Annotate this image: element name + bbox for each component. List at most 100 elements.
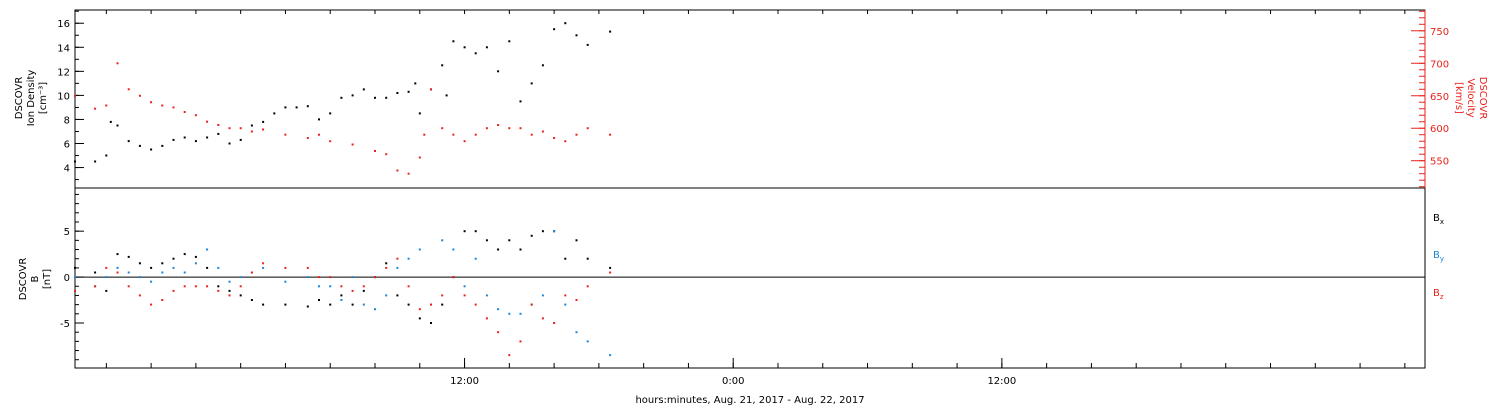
bx-point bbox=[194, 255, 197, 258]
bx-point bbox=[441, 303, 444, 306]
velocity-point bbox=[485, 127, 488, 130]
bx-point bbox=[485, 239, 488, 242]
density-point bbox=[262, 120, 265, 123]
velocity-point bbox=[396, 169, 399, 172]
top-right-tick-label: 700 bbox=[1430, 59, 1449, 70]
density-point bbox=[217, 132, 220, 135]
top-left-tick-label: 12 bbox=[57, 67, 70, 78]
bx-point bbox=[74, 266, 76, 269]
top-right-tick-label: 650 bbox=[1430, 92, 1449, 103]
x-tick-label: 12:00 bbox=[450, 376, 479, 387]
bx-point bbox=[564, 257, 567, 260]
velocity-point bbox=[530, 133, 533, 136]
top-panel-frame bbox=[74, 9, 1426, 189]
density-point bbox=[109, 120, 112, 123]
by-point bbox=[138, 276, 141, 279]
density-point bbox=[284, 106, 287, 109]
dynamic-marks: 12:00 0:00 12:00 4 6 8 10 12 14 16 550 600 650 700 750… bbox=[57, 10, 1449, 387]
density-point bbox=[575, 34, 578, 37]
by-point bbox=[485, 294, 488, 297]
density-point bbox=[374, 96, 376, 99]
density-point bbox=[295, 106, 298, 109]
by-point bbox=[206, 248, 209, 251]
bx-point bbox=[284, 303, 287, 306]
top-right-tick-label: 550 bbox=[1430, 157, 1449, 168]
bx-point bbox=[138, 262, 141, 265]
velocity-point bbox=[172, 106, 175, 109]
legend-subscript: y bbox=[1440, 255, 1444, 263]
by-point bbox=[575, 331, 578, 334]
bz-point bbox=[250, 271, 253, 274]
density-point bbox=[452, 40, 455, 43]
by-point bbox=[541, 294, 544, 297]
velocity-point bbox=[127, 88, 130, 91]
velocity-point bbox=[228, 127, 231, 130]
velocity-point bbox=[206, 120, 209, 123]
bx-point bbox=[351, 303, 354, 306]
top-right-ylabel-line-2: Velocity bbox=[1465, 78, 1476, 117]
bx-point bbox=[150, 266, 153, 269]
velocity-point bbox=[194, 114, 197, 117]
bz-point bbox=[519, 340, 522, 343]
top-left-ylabel-line-1: DSCOVR bbox=[14, 77, 25, 120]
density-point bbox=[530, 82, 533, 85]
top-left-tick-label: 8 bbox=[64, 115, 70, 126]
density-point bbox=[138, 144, 141, 147]
bx-point bbox=[94, 271, 97, 274]
bz-point bbox=[474, 303, 477, 306]
bottom-panel-frame bbox=[74, 187, 1426, 369]
bz-point bbox=[94, 285, 97, 288]
density-point bbox=[228, 142, 231, 145]
bottom-ylabel: DSCOVR B [nT] bbox=[18, 258, 53, 301]
legend-label: B bbox=[1433, 288, 1440, 299]
velocity-point bbox=[217, 124, 220, 126]
bx-point bbox=[497, 248, 500, 251]
top-right-tick-label: 600 bbox=[1430, 124, 1449, 135]
by-point bbox=[194, 262, 197, 265]
bx-point bbox=[530, 234, 533, 237]
density-point bbox=[508, 40, 511, 43]
bz-point bbox=[183, 285, 186, 288]
bz-point bbox=[485, 317, 488, 320]
by-point bbox=[396, 266, 399, 269]
bz-point bbox=[150, 303, 153, 306]
by-point bbox=[262, 266, 265, 269]
bz-point bbox=[418, 308, 421, 311]
density-point bbox=[340, 96, 343, 99]
by-point bbox=[452, 248, 455, 251]
bx-point bbox=[105, 289, 108, 292]
by-point bbox=[441, 239, 444, 242]
top-right-ylabel-line-3: [km/s] bbox=[1453, 82, 1464, 114]
velocity-point bbox=[430, 88, 432, 91]
by-point bbox=[351, 276, 354, 279]
velocity-point bbox=[575, 133, 578, 136]
by-point bbox=[318, 285, 320, 288]
bz-point bbox=[172, 289, 175, 292]
velocity-point bbox=[239, 127, 242, 130]
velocity-point bbox=[553, 137, 556, 139]
velocity-point bbox=[463, 140, 466, 143]
velocity-point bbox=[508, 127, 511, 130]
top-left-ylabel: DSCOVR Ion Density [cm⁻³] bbox=[14, 70, 49, 127]
by-point bbox=[418, 248, 421, 251]
top-right-ylabel-line-1: DSCOVR bbox=[1477, 77, 1488, 120]
bx-point bbox=[127, 255, 130, 258]
density-point bbox=[396, 92, 399, 94]
x-axis-title: hours:minutes, Aug. 21, 2017 - Aug. 22, … bbox=[635, 395, 864, 406]
density-point bbox=[161, 144, 164, 147]
bz-point bbox=[306, 266, 309, 269]
top-right-ylabel: DSCOVR Velocity [km/s] bbox=[1453, 77, 1488, 120]
by-point bbox=[306, 276, 309, 279]
by-point bbox=[385, 294, 388, 297]
by-point bbox=[340, 299, 343, 301]
by-point bbox=[150, 280, 153, 283]
top-left-tick-label: 14 bbox=[57, 43, 70, 54]
top-left-tick-label: 6 bbox=[64, 140, 70, 151]
bz-point bbox=[530, 303, 533, 306]
bz-point bbox=[127, 285, 130, 288]
by-point bbox=[217, 266, 220, 269]
velocity-point bbox=[116, 62, 119, 65]
velocity-point bbox=[94, 107, 97, 110]
by-point bbox=[519, 312, 522, 315]
